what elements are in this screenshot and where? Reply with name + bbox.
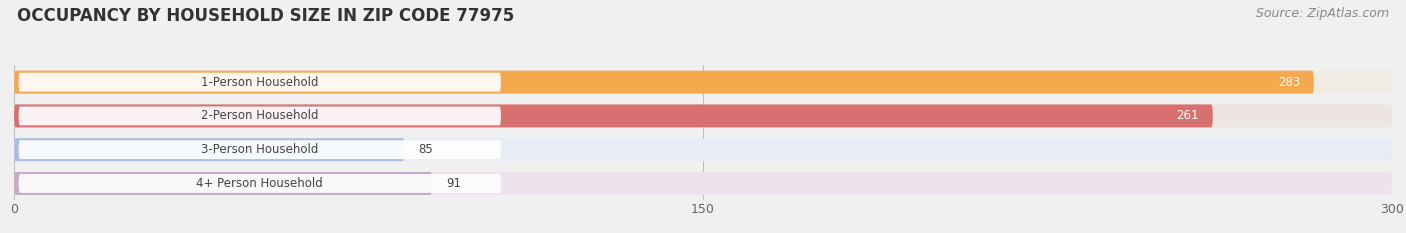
FancyBboxPatch shape [14,138,405,161]
Text: OCCUPANCY BY HOUSEHOLD SIZE IN ZIP CODE 77975: OCCUPANCY BY HOUSEHOLD SIZE IN ZIP CODE … [17,7,515,25]
Text: 261: 261 [1177,110,1199,122]
FancyBboxPatch shape [14,138,1392,161]
FancyBboxPatch shape [18,140,501,159]
Text: 91: 91 [446,177,461,190]
FancyBboxPatch shape [14,172,1392,195]
FancyBboxPatch shape [14,104,1213,127]
FancyBboxPatch shape [18,73,501,92]
FancyBboxPatch shape [14,104,1392,127]
FancyBboxPatch shape [14,172,432,195]
FancyBboxPatch shape [18,106,501,125]
FancyBboxPatch shape [14,71,1392,94]
FancyBboxPatch shape [14,71,1313,94]
Text: 4+ Person Household: 4+ Person Household [197,177,323,190]
Text: Source: ZipAtlas.com: Source: ZipAtlas.com [1256,7,1389,20]
Text: 85: 85 [418,143,433,156]
Text: 1-Person Household: 1-Person Household [201,76,319,89]
Text: 283: 283 [1278,76,1301,89]
Text: 2-Person Household: 2-Person Household [201,110,319,122]
FancyBboxPatch shape [18,174,501,193]
Text: 3-Person Household: 3-Person Household [201,143,319,156]
